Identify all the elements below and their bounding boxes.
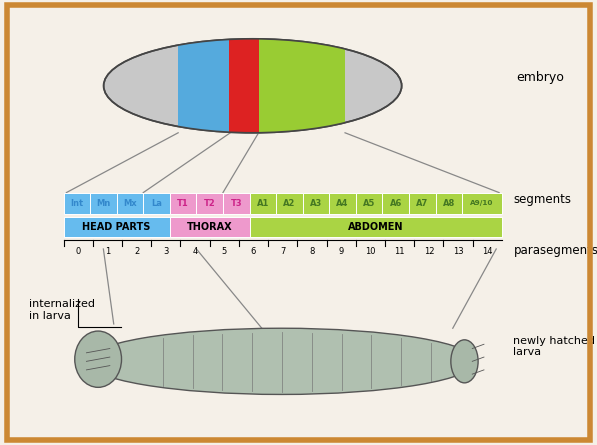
Text: 9: 9	[338, 247, 344, 256]
Text: Int: Int	[70, 199, 84, 208]
Text: A4: A4	[336, 199, 349, 208]
Text: A2: A2	[283, 199, 296, 208]
Text: A1: A1	[257, 199, 269, 208]
Bar	[276, 193, 303, 214]
Bar	[90, 193, 116, 214]
Bar	[303, 193, 329, 214]
Bar	[223, 193, 250, 214]
Bar	[63, 217, 170, 237]
Text: A3: A3	[310, 199, 322, 208]
Bar	[383, 193, 409, 214]
Text: A8: A8	[443, 199, 455, 208]
Bar	[329, 193, 356, 214]
Text: 10: 10	[365, 247, 376, 256]
Bar	[170, 217, 250, 237]
Bar	[250, 193, 276, 214]
Bar	[250, 217, 502, 237]
Text: T1: T1	[177, 199, 189, 208]
Text: 14: 14	[482, 247, 493, 256]
Text: T2: T2	[204, 199, 216, 208]
Text: internalized
in larva: internalized in larva	[29, 299, 95, 321]
Text: 5: 5	[221, 247, 227, 256]
Text: THORAX: THORAX	[187, 222, 232, 232]
Text: A7: A7	[416, 199, 429, 208]
Text: 12: 12	[424, 247, 434, 256]
Bar	[178, 39, 229, 133]
Text: 3: 3	[163, 247, 168, 256]
Text: segments: segments	[513, 194, 571, 206]
Text: 11: 11	[395, 247, 405, 256]
Text: parasegments: parasegments	[513, 244, 597, 257]
Text: 0: 0	[75, 247, 81, 256]
Ellipse shape	[104, 39, 402, 133]
Text: embryo: embryo	[516, 71, 564, 84]
Text: ABDOMEN: ABDOMEN	[348, 222, 404, 232]
Text: 13: 13	[453, 247, 463, 256]
Bar	[143, 193, 170, 214]
Bar	[436, 193, 462, 214]
Bar	[356, 193, 383, 214]
Ellipse shape	[87, 328, 476, 394]
Text: A5: A5	[363, 199, 376, 208]
Text: newly hatched
larva: newly hatched larva	[513, 336, 595, 357]
Bar	[462, 193, 502, 214]
Text: Mn: Mn	[96, 199, 110, 208]
Text: 1: 1	[104, 247, 110, 256]
Text: A9/10: A9/10	[470, 200, 494, 206]
Text: T3: T3	[230, 199, 242, 208]
Text: 2: 2	[134, 247, 139, 256]
Text: 8: 8	[309, 247, 315, 256]
Text: 6: 6	[251, 247, 256, 256]
Text: La: La	[151, 199, 162, 208]
Bar	[196, 193, 223, 214]
Text: A6: A6	[389, 199, 402, 208]
Bar	[116, 193, 143, 214]
Bar	[63, 193, 90, 214]
Text: Mx: Mx	[123, 199, 137, 208]
Text: HEAD PARTS: HEAD PARTS	[82, 222, 151, 232]
Text: 7: 7	[280, 247, 285, 256]
Bar	[229, 39, 259, 133]
Bar	[259, 39, 345, 133]
Ellipse shape	[451, 340, 478, 383]
Bar	[409, 193, 436, 214]
Bar	[170, 193, 196, 214]
Ellipse shape	[75, 331, 122, 387]
Text: 4: 4	[192, 247, 198, 256]
